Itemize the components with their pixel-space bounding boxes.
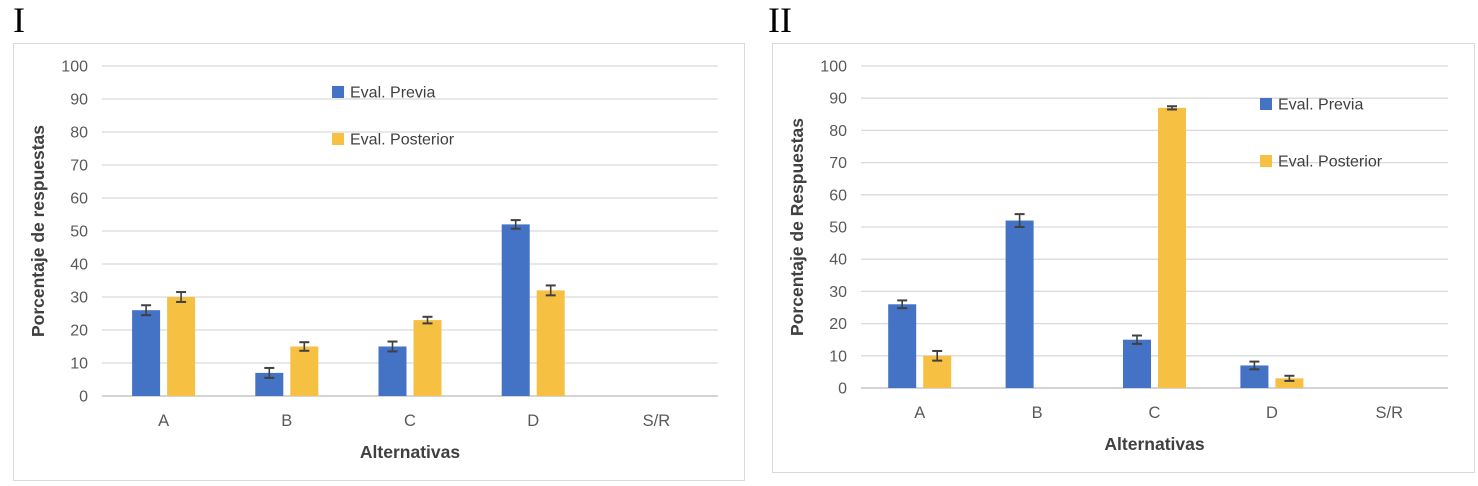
- x-category-label: B: [1032, 404, 1043, 422]
- x-category-label: S/R: [643, 412, 671, 430]
- y-tick-label: 80: [70, 125, 88, 142]
- legend-swatch: [1260, 98, 1272, 110]
- bar: [132, 310, 161, 396]
- bar: [378, 346, 407, 396]
- chart-2-panel: 0 10 20 30 40 50 60 70 80 90 100 A B C D S/R Alternativa…: [772, 43, 1475, 473]
- figure-2-label: II: [768, 0, 792, 40]
- y-tick-label: 90: [829, 91, 847, 108]
- y-tick-label: 20: [70, 323, 88, 340]
- y-axis-title: Porcentaje de respuestas: [28, 125, 48, 337]
- x-category-label: C: [1149, 404, 1161, 422]
- plot-area: 0 10 20 30 40 50 60 70 80 90 100 A B C D S/R Alternativa…: [787, 59, 1448, 454]
- bar: [290, 346, 319, 396]
- y-tick-label: 100: [61, 59, 88, 76]
- legend-swatch: [1260, 155, 1272, 167]
- legend-label: Eval. Posterior: [350, 132, 455, 149]
- y-tick-label: 70: [829, 155, 847, 172]
- bar: [1005, 220, 1034, 388]
- bar: [167, 297, 196, 396]
- legend-label: Eval. Posterior: [1278, 154, 1383, 171]
- legend-item: Eval. Posterior: [332, 132, 455, 149]
- y-tick-label: 30: [70, 290, 88, 307]
- plot-area: 0 10 20 30 40 50 60 70 80 90 100 A B C D S/R Alternativa…: [28, 59, 718, 462]
- y-tick-label: 0: [838, 381, 847, 398]
- legend-swatch: [332, 133, 344, 145]
- legend-item: Eval. Previa: [332, 85, 435, 102]
- y-tick-label: 100: [820, 59, 847, 76]
- x-category-label: A: [158, 412, 169, 430]
- figure-1-label: I: [13, 0, 25, 40]
- y-tick-label: 40: [70, 257, 88, 274]
- bar: [255, 372, 284, 396]
- x-category-label: D: [1266, 404, 1278, 422]
- y-tick-label: 50: [829, 220, 847, 237]
- chart-1-panel: 0 10 20 30 40 50 60 70 80 90 100 A B C D S/R Alternativa…: [13, 43, 745, 481]
- y-tick-label: 0: [79, 389, 88, 406]
- bar: [1275, 378, 1304, 388]
- bar: [1240, 365, 1269, 388]
- y-tick-label: 10: [70, 356, 88, 373]
- legend-swatch: [332, 86, 344, 98]
- y-tick-label: 70: [70, 158, 88, 175]
- legend-label: Eval. Previa: [1278, 97, 1363, 114]
- legend-item: Eval. Previa: [1260, 97, 1363, 114]
- y-tick-label: 80: [829, 123, 847, 140]
- x-category-label: A: [914, 404, 925, 422]
- y-tick-label: 10: [829, 348, 847, 365]
- y-tick-label: 20: [829, 316, 847, 333]
- x-axis-title: Alternativas: [360, 442, 460, 462]
- y-tick-label: 60: [70, 191, 88, 208]
- legend-item: Eval. Posterior: [1260, 154, 1383, 171]
- bar: [1158, 107, 1186, 389]
- y-tick-label: 30: [829, 284, 847, 301]
- x-category-label: S/R: [1376, 404, 1404, 422]
- x-category-label: C: [404, 412, 416, 430]
- legend-label: Eval. Previa: [350, 85, 435, 102]
- bar: [888, 304, 917, 388]
- x-category-label: B: [281, 412, 292, 430]
- x-category-label: D: [527, 412, 539, 430]
- y-axis-title: Porcentaje de Respuestas: [787, 118, 807, 336]
- bar: [413, 320, 442, 396]
- x-axis-title: Alternativas: [1104, 434, 1204, 454]
- y-tick-label: 40: [829, 252, 847, 269]
- bar: [1123, 339, 1151, 388]
- bar: [501, 224, 530, 396]
- y-tick-label: 60: [829, 187, 847, 204]
- y-tick-label: 50: [70, 224, 88, 241]
- y-tick-label: 90: [70, 92, 88, 109]
- bar: [536, 290, 565, 396]
